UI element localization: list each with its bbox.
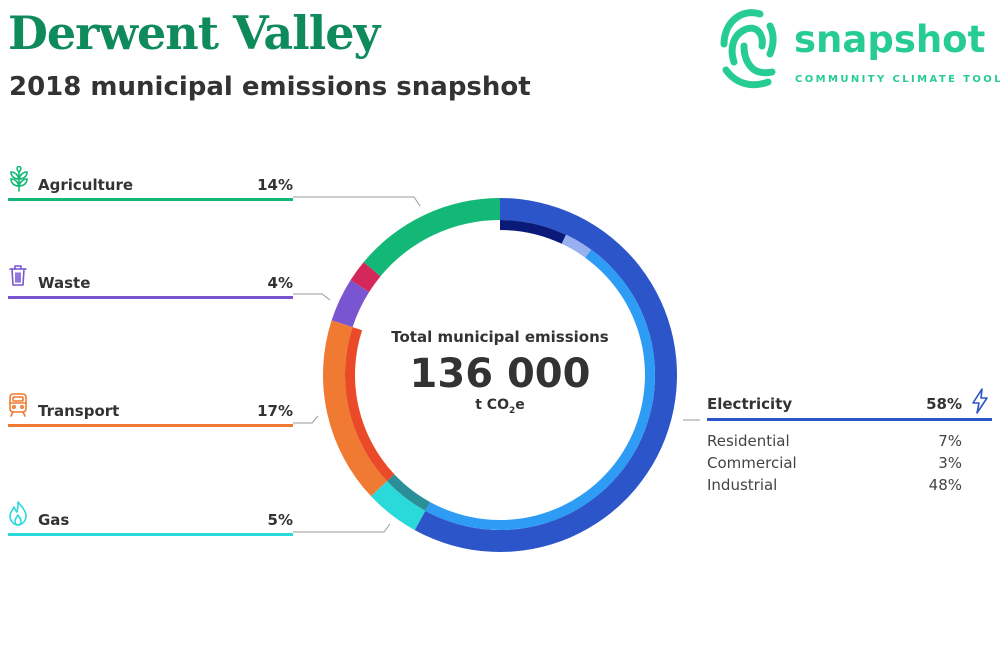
- legend-percent: 14%: [257, 176, 293, 194]
- train-icon: [9, 393, 27, 417]
- unit-subscript: 2: [508, 405, 516, 416]
- donut-innerslice-gas: [387, 474, 431, 511]
- subsector-percent: 3%: [938, 454, 962, 472]
- legend-percent: 5%: [267, 511, 293, 529]
- subsector-row-residential: Residential 7%: [707, 429, 962, 451]
- legend-label: Electricity: [707, 395, 793, 413]
- legend-bar: [8, 296, 293, 299]
- electricity-subsector-list: Residential 7% Commercial 3% Industrial …: [707, 429, 992, 495]
- donut-center-total: Total municipal emissions 136 000 t CO2e: [380, 328, 620, 416]
- trash-bin-icon: [9, 265, 27, 286]
- legend-item-electricity: Electricity 58% Residential 7% Commercia…: [707, 388, 992, 495]
- outer-ring: [323, 198, 678, 552]
- donut-slice-gas: [370, 481, 426, 531]
- fingerprint-icon: [720, 9, 777, 89]
- leader-line-gas: [293, 523, 391, 533]
- legend-bar: [8, 198, 293, 201]
- subsector-label: Industrial: [707, 476, 778, 494]
- legend-label: Transport: [38, 402, 120, 420]
- leader-line-transport: [293, 415, 319, 424]
- donut-slice-waste: [331, 280, 370, 328]
- subsector-label: Commercial: [707, 454, 797, 472]
- donut-slice-other: [350, 262, 381, 292]
- subsector-percent: 7%: [938, 432, 962, 450]
- legend-item-agriculture: Agriculture 14%: [8, 166, 293, 206]
- total-unit: t CO2e: [380, 397, 620, 416]
- donut-innerslice-transport: [345, 327, 395, 482]
- legend-percent: 58%: [926, 395, 962, 413]
- subsector-row-commercial: Commercial 3%: [707, 451, 962, 473]
- snapshot-logo: snapshot COMMUNITY CLIMATE TOOL: [712, 0, 1000, 92]
- electricity-header: Electricity 58%: [707, 388, 992, 418]
- unit-suffix: e: [515, 397, 525, 413]
- leader-line-agriculture: [293, 196, 421, 207]
- total-value: 136 000: [409, 351, 591, 397]
- legend-label: Gas: [38, 511, 70, 529]
- subsector-label: Residential: [707, 432, 790, 450]
- legend-bar: [8, 424, 293, 427]
- page-subtitle: 2018 municipal emissions snapshot: [9, 72, 531, 102]
- subsector-row-industrial: Industrial 48%: [707, 473, 962, 495]
- inner-ring: [345, 220, 655, 530]
- leaf-icon: [10, 166, 28, 192]
- page-title: Derwent Valley: [8, 6, 380, 60]
- logo-tagline: COMMUNITY CLIMATE TOOL: [795, 74, 1000, 85]
- leader-lines: [293, 196, 700, 533]
- unit-prefix: t CO: [475, 397, 509, 413]
- legend-percent: 17%: [257, 402, 293, 420]
- legend-item-gas: Gas 5%: [8, 501, 293, 541]
- donut-subslice-commercial: [561, 234, 592, 258]
- subsector-percent: 48%: [928, 476, 962, 494]
- legend-percent: 4%: [267, 274, 293, 292]
- legend-bar: [707, 418, 992, 421]
- legend-item-transport: Transport 17%: [8, 392, 293, 432]
- logo-wordmark: snapshot: [794, 18, 986, 61]
- donut-slice-agriculture: [363, 198, 500, 277]
- donut-slice-transport: [323, 320, 388, 497]
- donut-subslice-residential: [500, 220, 566, 244]
- legend-item-waste: Waste 4%: [8, 264, 293, 304]
- legend-label: Waste: [38, 274, 91, 292]
- legend-bar: [8, 533, 293, 536]
- legend-label: Agriculture: [38, 176, 134, 194]
- lightning-bolt-icon: [972, 388, 988, 414]
- flame-icon: [9, 501, 27, 526]
- leader-line-waste: [293, 293, 331, 301]
- total-label: Total municipal emissions: [391, 328, 609, 346]
